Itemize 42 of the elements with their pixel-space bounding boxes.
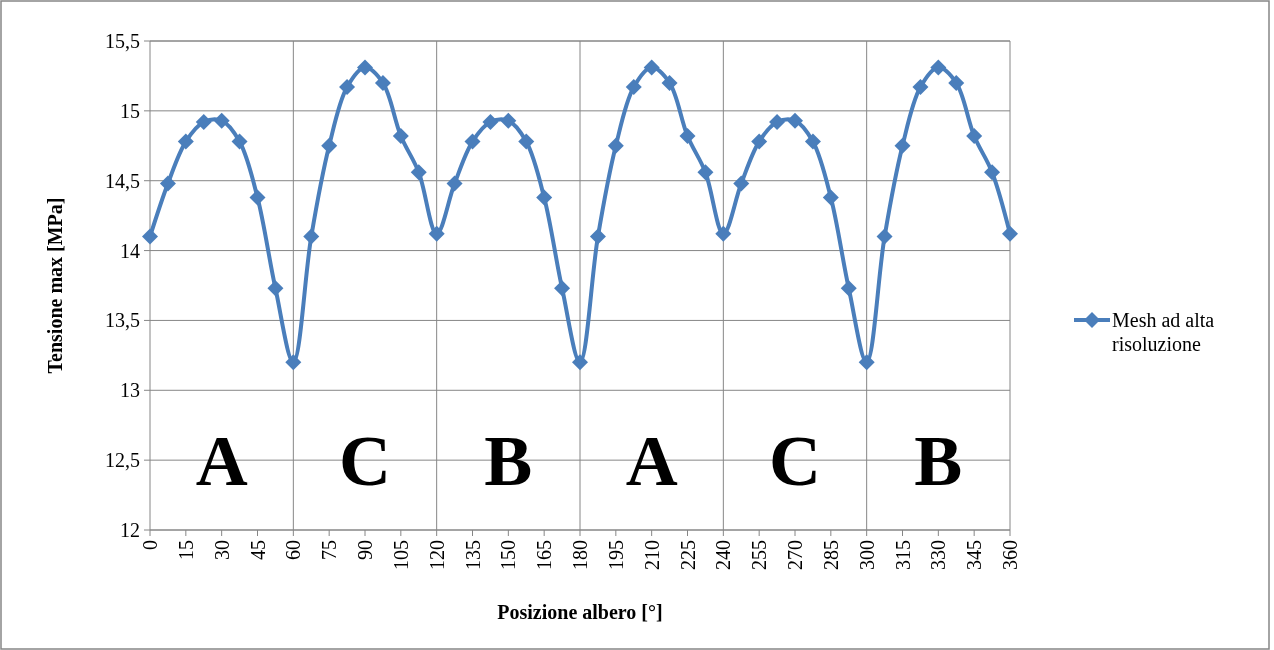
x-tick-label: 360: [999, 540, 1021, 570]
x-tick-label: 195: [604, 540, 627, 570]
y-tick-label: 15: [120, 99, 140, 122]
x-tick-label: 255: [748, 540, 771, 570]
x-tick-label: 45: [246, 540, 269, 560]
x-tick-label: 285: [819, 540, 842, 570]
y-tick-label: 13: [120, 379, 140, 402]
y-tick-label: 14: [120, 239, 140, 262]
annotation: C: [339, 421, 391, 502]
x-tick-label: 120: [425, 540, 448, 570]
x-tick-label: 0: [139, 540, 161, 550]
x-tick-label: 165: [533, 540, 556, 570]
x-tick-label: 105: [389, 540, 412, 570]
x-tick-label: 345: [963, 540, 986, 570]
x-tick-label: 330: [927, 540, 950, 570]
x-tick-label: 270: [784, 540, 806, 570]
annotation: B: [914, 421, 963, 502]
y-tick-label: 12: [120, 519, 140, 541]
annotation: A: [625, 421, 678, 502]
x-tick-label: 60: [282, 540, 305, 560]
x-tick-label: 90: [354, 540, 376, 560]
x-tick-label: 210: [640, 540, 663, 570]
x-tick-label: 240: [712, 540, 735, 570]
x-tick-label: 315: [891, 540, 914, 570]
x-tick-label: 150: [497, 540, 520, 570]
y-axis-title: Tensione max [MPa]: [44, 197, 66, 374]
x-tick-label: 75: [318, 540, 341, 560]
x-tick-label: 30: [210, 540, 233, 560]
x-tick-label: 300: [855, 540, 878, 570]
x-tick-label: 180: [569, 540, 591, 570]
x-tick-label: 135: [461, 540, 484, 570]
y-tick-label: 13,5: [105, 309, 140, 332]
annotation: B: [484, 421, 533, 502]
x-axis-title: Posizione albero [°]: [497, 601, 663, 623]
annotation: C: [769, 421, 821, 502]
y-tick-label: 14,5: [105, 169, 140, 192]
x-tick-label: 225: [676, 540, 699, 570]
y-tick-label: 12,5: [105, 449, 140, 472]
x-tick-label: 15: [174, 540, 197, 560]
y-tick-label: 15,5: [105, 30, 140, 52]
legend-label: Mesh ad alta risoluzione: [1112, 309, 1215, 355]
annotation: A: [195, 421, 248, 502]
